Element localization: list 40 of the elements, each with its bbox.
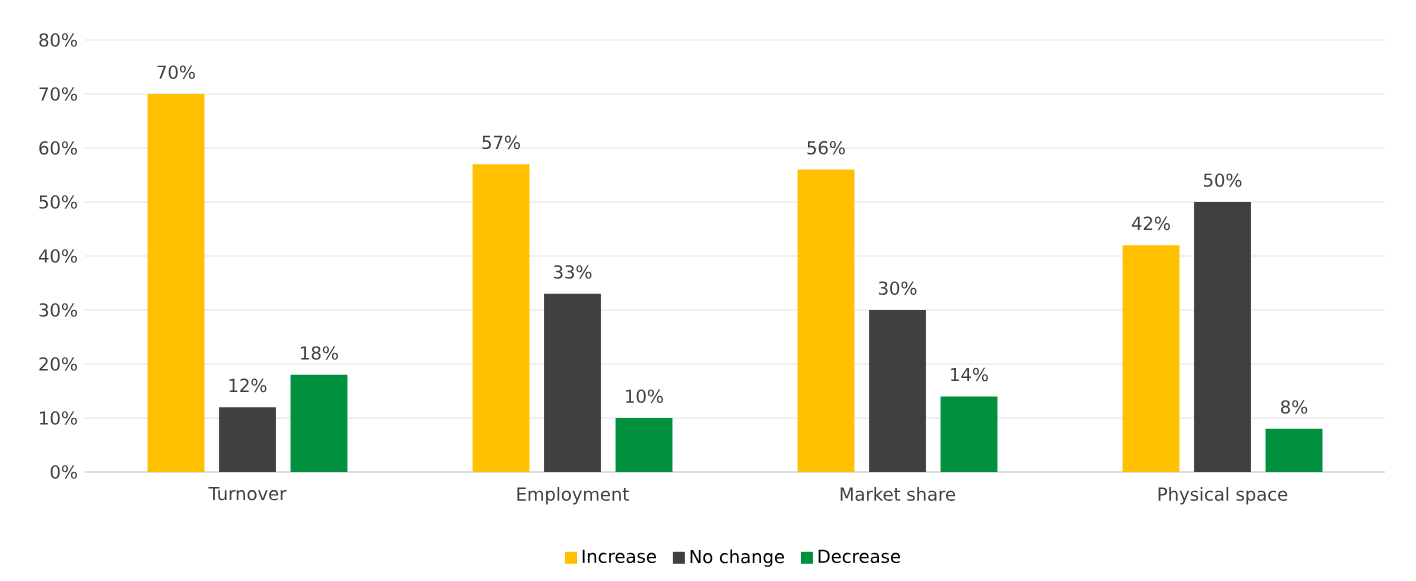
data-label: 56% [807, 140, 845, 155]
data-label: 14% [951, 367, 988, 382]
bar [1265, 428, 1323, 472]
y-tick-label: 30% [39, 303, 77, 317]
data-label: 18% [301, 346, 338, 360]
bar [472, 164, 530, 472]
data-label: 30% [878, 281, 917, 295]
bar [544, 293, 601, 472]
data-label: 57% [482, 135, 520, 150]
data-label: 8% [1281, 400, 1308, 414]
bar [940, 396, 998, 472]
bar [290, 374, 348, 472]
bar [615, 418, 673, 472]
x-tick-label: Employment [517, 487, 629, 505]
y-tick-label: 0% [50, 465, 77, 479]
bar [797, 169, 855, 472]
y-tick-label: 10% [40, 411, 77, 425]
data-label: 70% [157, 65, 195, 79]
y-tick-label: 70% [39, 87, 77, 101]
data-label: 12% [229, 378, 267, 393]
data-label: 42% [1131, 216, 1170, 231]
y-tick-label: 80% [39, 33, 77, 47]
bar [219, 407, 276, 472]
x-tick-label: Market share [840, 487, 956, 501]
legend-label: Increase [582, 549, 656, 564]
y-tick-label: 60% [39, 141, 77, 155]
y-tick-label: 50% [39, 195, 77, 209]
bar [147, 94, 205, 472]
bar [1122, 245, 1180, 472]
legend-label: No change [690, 549, 785, 567]
data-label: 10% [626, 389, 663, 403]
y-tick-label: 20% [39, 357, 77, 371]
data-label: 33% [553, 265, 592, 279]
x-tick-label: Physical space [1158, 487, 1288, 505]
x-tick-label: Turnover [208, 487, 287, 501]
bar [869, 310, 926, 472]
y-tick-label: 40% [38, 249, 77, 263]
bar [1194, 202, 1251, 472]
data-label: 50% [1203, 173, 1242, 187]
legend-label: Decrease [818, 549, 901, 564]
